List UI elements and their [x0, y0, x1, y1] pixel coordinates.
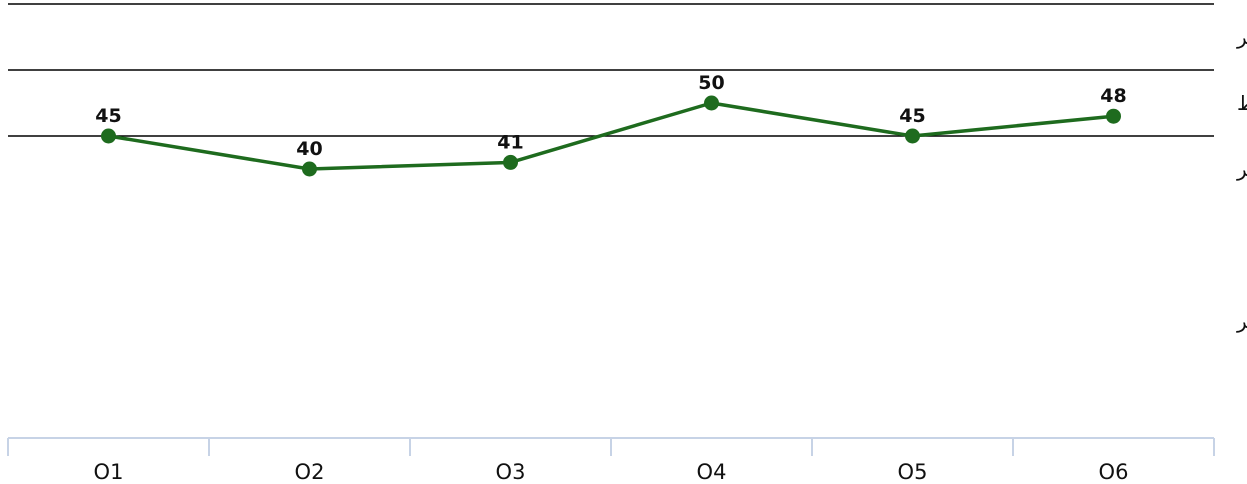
data-point: [704, 95, 719, 111]
x-axis: O1 O2 O3 O4 O5 O6: [7, 437, 1215, 484]
data-label: 45: [899, 105, 925, 127]
x-tick-label: O5: [898, 460, 928, 484]
band-boundaries: [8, 3, 1214, 137]
series-line: [108, 101, 1114, 171]
data-label: 45: [95, 105, 121, 127]
band-label: انعطاف ناپذیر: [1236, 157, 1247, 182]
band-label: انعطاف پذیر: [1236, 25, 1247, 50]
series-line-group: [101, 95, 1121, 177]
data-point: [905, 128, 920, 144]
band-label: متوسط: [1237, 91, 1247, 115]
data-point: [302, 161, 317, 177]
x-tick-label: O1: [94, 460, 124, 484]
data-label: 40: [296, 138, 322, 160]
x-tick-label: O2: [295, 460, 325, 484]
band-label: خیلی انعطاف ناپذیر: [1236, 309, 1247, 334]
data-point: [1106, 108, 1121, 124]
data-label: 41: [497, 131, 523, 153]
band-labels: انعطاف پذیر متوسط انعطاف ناپذیر خیلی انعطاف…: [1236, 25, 1247, 334]
x-tick-label: O6: [1099, 460, 1129, 484]
x-tick-label: O3: [496, 460, 526, 484]
data-labels: 45 40 41 50 45 48: [95, 72, 1126, 160]
data-point: [101, 128, 116, 144]
x-tick-label: O4: [697, 460, 727, 484]
data-point: [503, 154, 518, 170]
data-label: 50: [698, 72, 724, 94]
data-label: 48: [1100, 85, 1126, 107]
